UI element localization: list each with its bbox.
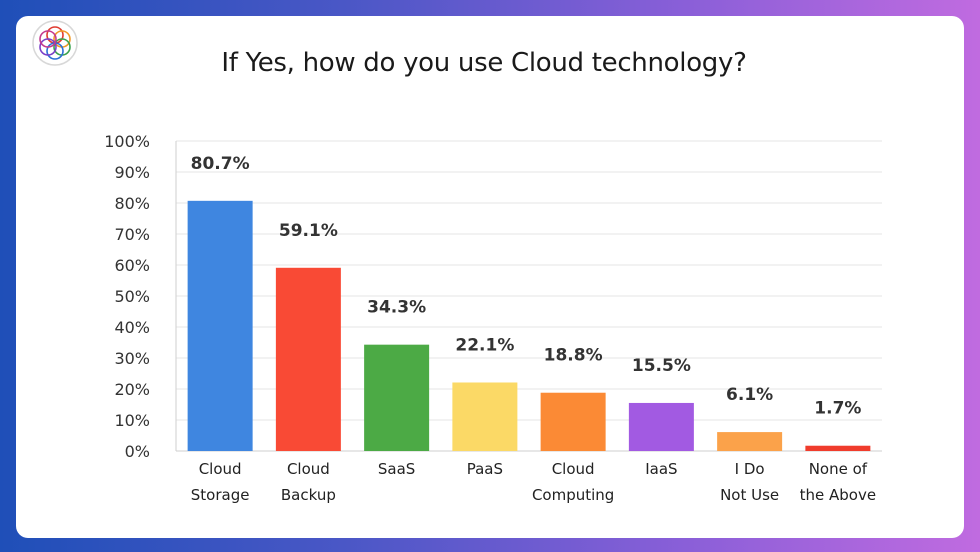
x-tick-label: Cloud: [199, 460, 242, 478]
y-tick-label: 60%: [114, 256, 150, 275]
bar: [628, 402, 694, 451]
data-label: 18.8%: [544, 346, 603, 366]
y-tick-label: 70%: [114, 225, 150, 244]
data-label: 6.1%: [726, 385, 773, 405]
bar: [717, 432, 783, 451]
x-tick-label: Cloud: [287, 460, 330, 478]
bar: [540, 392, 606, 451]
x-tick-label: Computing: [532, 486, 614, 504]
mandala-logo-icon: [32, 20, 78, 66]
y-tick-label: 0%: [125, 442, 150, 461]
x-tick-label: None of: [809, 460, 868, 478]
bar: [364, 344, 430, 451]
x-tick-label: Not Use: [720, 486, 779, 504]
y-tick-label: 40%: [114, 318, 150, 337]
bar: [187, 200, 253, 451]
y-tick-label: 90%: [114, 163, 150, 182]
data-label: 15.5%: [632, 356, 691, 376]
x-tick-label: the Above: [800, 486, 876, 504]
x-tick-label: I Do: [735, 460, 765, 478]
data-label: 34.3%: [367, 298, 426, 318]
y-tick-label: 80%: [114, 194, 150, 213]
data-label: 22.1%: [455, 335, 514, 355]
bar: [805, 445, 871, 451]
x-tick-label: SaaS: [378, 460, 415, 478]
bar: [275, 267, 341, 451]
x-tick-label: PaaS: [467, 460, 503, 478]
bar: [452, 382, 518, 451]
x-tick-label: Backup: [281, 486, 336, 504]
chart-title: If Yes, how do you use Cloud technology?: [221, 48, 747, 78]
y-tick-label: 30%: [114, 349, 150, 368]
data-label: 1.7%: [814, 399, 861, 419]
x-tick-label: Storage: [191, 486, 250, 504]
x-tick-label: Cloud: [552, 460, 595, 478]
y-tick-label: 20%: [114, 380, 150, 399]
y-tick-label: 50%: [114, 287, 150, 306]
data-label: 80.7%: [191, 154, 250, 174]
x-tick-label: IaaS: [645, 460, 677, 478]
data-label: 59.1%: [279, 221, 338, 241]
y-tick-label: 100%: [104, 132, 150, 151]
y-tick-label: 10%: [114, 411, 150, 430]
